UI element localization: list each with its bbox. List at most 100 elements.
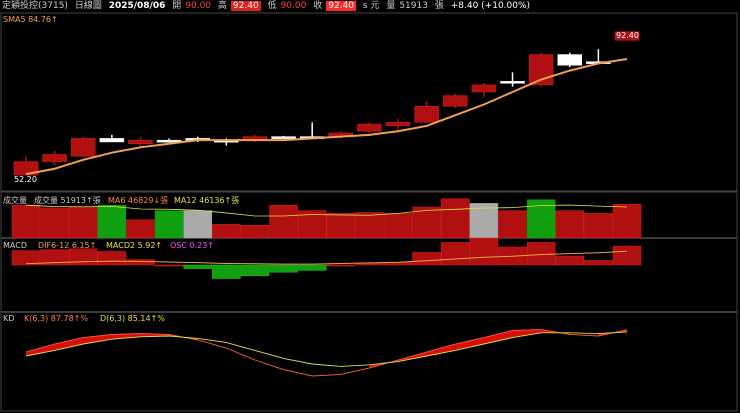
volume-bar (441, 198, 470, 239)
change-value: +8.40 (+10.00%) (450, 1, 531, 11)
high-label: 高 (217, 1, 227, 11)
macd-dif-line (25, 250, 628, 265)
open-label: 開 (172, 1, 182, 11)
kd-k-line (25, 329, 628, 377)
close-value: 92.40 (326, 1, 356, 11)
volume-bar (469, 203, 499, 239)
volume-bar (212, 224, 241, 239)
macd-dif-label: DIF6-12 6.15↑ (38, 241, 97, 250)
volume-bar (498, 210, 527, 239)
high-price-annotation: 92.40 (616, 31, 639, 40)
macd-osc-bar (326, 264, 356, 267)
candle-body (557, 54, 583, 66)
macd-macd2-label: MACD2 5.92↑ (106, 241, 163, 250)
price-panel-frame (0, 12, 738, 192)
sma5-line (25, 57, 628, 176)
macd-osc-bar (40, 249, 69, 266)
candle-body (128, 139, 153, 145)
macd-osc-bar (412, 252, 441, 266)
macd-osc-bar (297, 264, 327, 271)
volume-bar (126, 219, 155, 239)
macd-osc-bar (584, 260, 613, 266)
candle-body (156, 139, 182, 143)
macd-osc-bar (68, 248, 98, 266)
candle-body (443, 95, 468, 107)
macd-osc-bar (441, 242, 470, 266)
candle-body (414, 106, 439, 123)
volume-ma-line (25, 204, 628, 217)
macd-osc-bar (269, 264, 298, 273)
candle-body (357, 123, 382, 132)
kd-fill (54, 337, 84, 351)
macd-osc-bar (240, 264, 270, 277)
low-value: 90.00 (280, 1, 307, 11)
volume-bar (555, 210, 585, 239)
macd-osc-bar (212, 264, 241, 279)
macd-osc-bar (183, 264, 212, 269)
candle-body (13, 161, 39, 176)
macd-osc-bar (126, 259, 155, 266)
volume-bar (383, 213, 413, 239)
candle-body (70, 138, 96, 157)
volume-bar (68, 206, 98, 239)
volume-bar (97, 204, 127, 239)
open-value: 90.00 (185, 1, 212, 11)
kd-fill (426, 344, 456, 356)
volume-bar (584, 213, 613, 239)
macd-osc-bar (555, 255, 585, 266)
volume-ma12: MA12 46136↑張 (174, 196, 240, 205)
volume-bar (11, 204, 41, 239)
volume-bar (612, 204, 642, 239)
volume-ma6: MA6 46829↓張 (108, 196, 169, 205)
macd-panel-label: MACD (3, 241, 27, 250)
kd-fill (26, 344, 55, 356)
volume-bar (183, 210, 212, 239)
sma5-label: SMA5 84.76↑ (3, 15, 58, 24)
close-label: 收 (313, 1, 323, 11)
macd-osc-bar (11, 250, 41, 266)
candle-body (471, 84, 497, 93)
volume-unit: 張 (434, 1, 444, 11)
candle-body (500, 81, 525, 84)
volume-bar (326, 213, 356, 239)
candle-body (99, 138, 125, 143)
volume-current: 成交量 51913↑張 (34, 196, 101, 205)
kd-d-label: D(6,3) 85.14↑% (100, 314, 165, 323)
volume-label: 量 (386, 1, 396, 11)
kd-fill (512, 329, 542, 338)
kd-panel-label: KD (3, 314, 15, 323)
volume-panel-label: 成交量 (3, 196, 27, 205)
kd-d-line (25, 331, 628, 367)
macd-osc-bar (612, 245, 642, 266)
macd-osc-bar (154, 264, 184, 267)
chart-header: 定穎投控(3715) 日線圖 2025/08/06 開 90.00 高 92.40 … (2, 0, 534, 13)
lower-panels-frame (0, 191, 738, 412)
candle-body (271, 136, 296, 139)
candle-body (614, 31, 640, 41)
high-value: 92.40 (230, 1, 261, 11)
candle-body (42, 154, 67, 162)
macd-osc-bar (97, 251, 127, 266)
date-label: 2025/08/06 (108, 1, 166, 11)
macd-osc-bar (469, 237, 499, 266)
macd-osc-label: OSC 0.23↑ (170, 241, 215, 250)
volume-bar (269, 204, 298, 239)
volume-bar (154, 210, 184, 239)
low-price-annotation: 52.20 (14, 175, 37, 184)
volume-bar (355, 212, 384, 239)
low-label: 低 (267, 1, 277, 11)
kd-fill (83, 334, 112, 344)
stock-name: 定穎投控(3715) (2, 1, 68, 11)
candle-body (385, 122, 411, 127)
period-label: 日線圖 (74, 1, 102, 11)
kd-fill (483, 330, 513, 344)
volume-value: 51913 (399, 1, 428, 11)
volume-bar (412, 206, 441, 239)
kd-fill (111, 333, 141, 340)
volume-bar (240, 224, 270, 239)
kd-fill (455, 337, 484, 351)
close-unit: s 元 (362, 1, 380, 11)
volume-bar (40, 207, 69, 239)
kd-k-label: K(6,3) 87.78↑% (24, 314, 88, 323)
